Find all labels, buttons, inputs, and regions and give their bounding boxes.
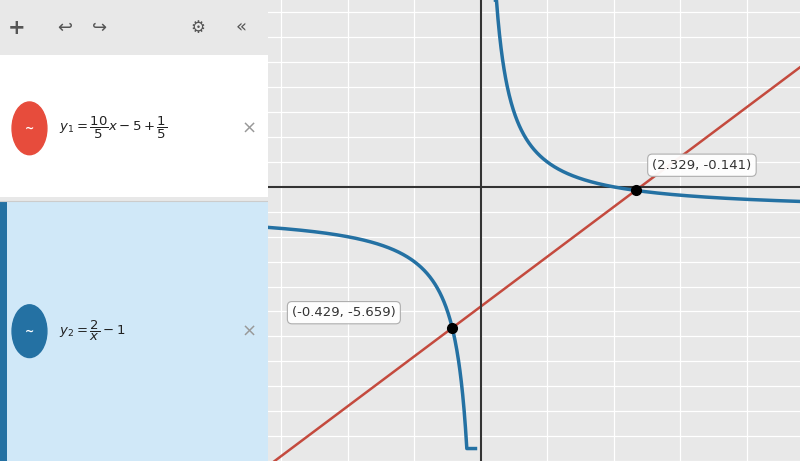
Text: ⚙: ⚙	[191, 18, 206, 37]
Text: ~: ~	[25, 326, 34, 336]
Text: (2.329, -0.141): (2.329, -0.141)	[652, 159, 751, 171]
Text: +: +	[7, 18, 25, 38]
Text: (-0.429, -5.659): (-0.429, -5.659)	[292, 306, 396, 319]
FancyBboxPatch shape	[0, 55, 268, 197]
Text: «: «	[236, 18, 246, 37]
Text: ↪: ↪	[91, 18, 106, 37]
Circle shape	[12, 102, 47, 155]
Text: ×: ×	[242, 322, 257, 340]
FancyBboxPatch shape	[0, 201, 6, 461]
Text: $y_2 = \dfrac{2}{x} - 1$: $y_2 = \dfrac{2}{x} - 1$	[59, 319, 126, 343]
Text: ~: ~	[25, 124, 34, 133]
Text: ×: ×	[242, 119, 257, 137]
FancyBboxPatch shape	[0, 201, 268, 461]
Text: $y_1 = \dfrac{10}{5}x - 5 + \dfrac{1}{5}$: $y_1 = \dfrac{10}{5}x - 5 + \dfrac{1}{5}…	[59, 115, 167, 142]
Text: ↩: ↩	[57, 18, 72, 37]
Circle shape	[12, 305, 47, 358]
